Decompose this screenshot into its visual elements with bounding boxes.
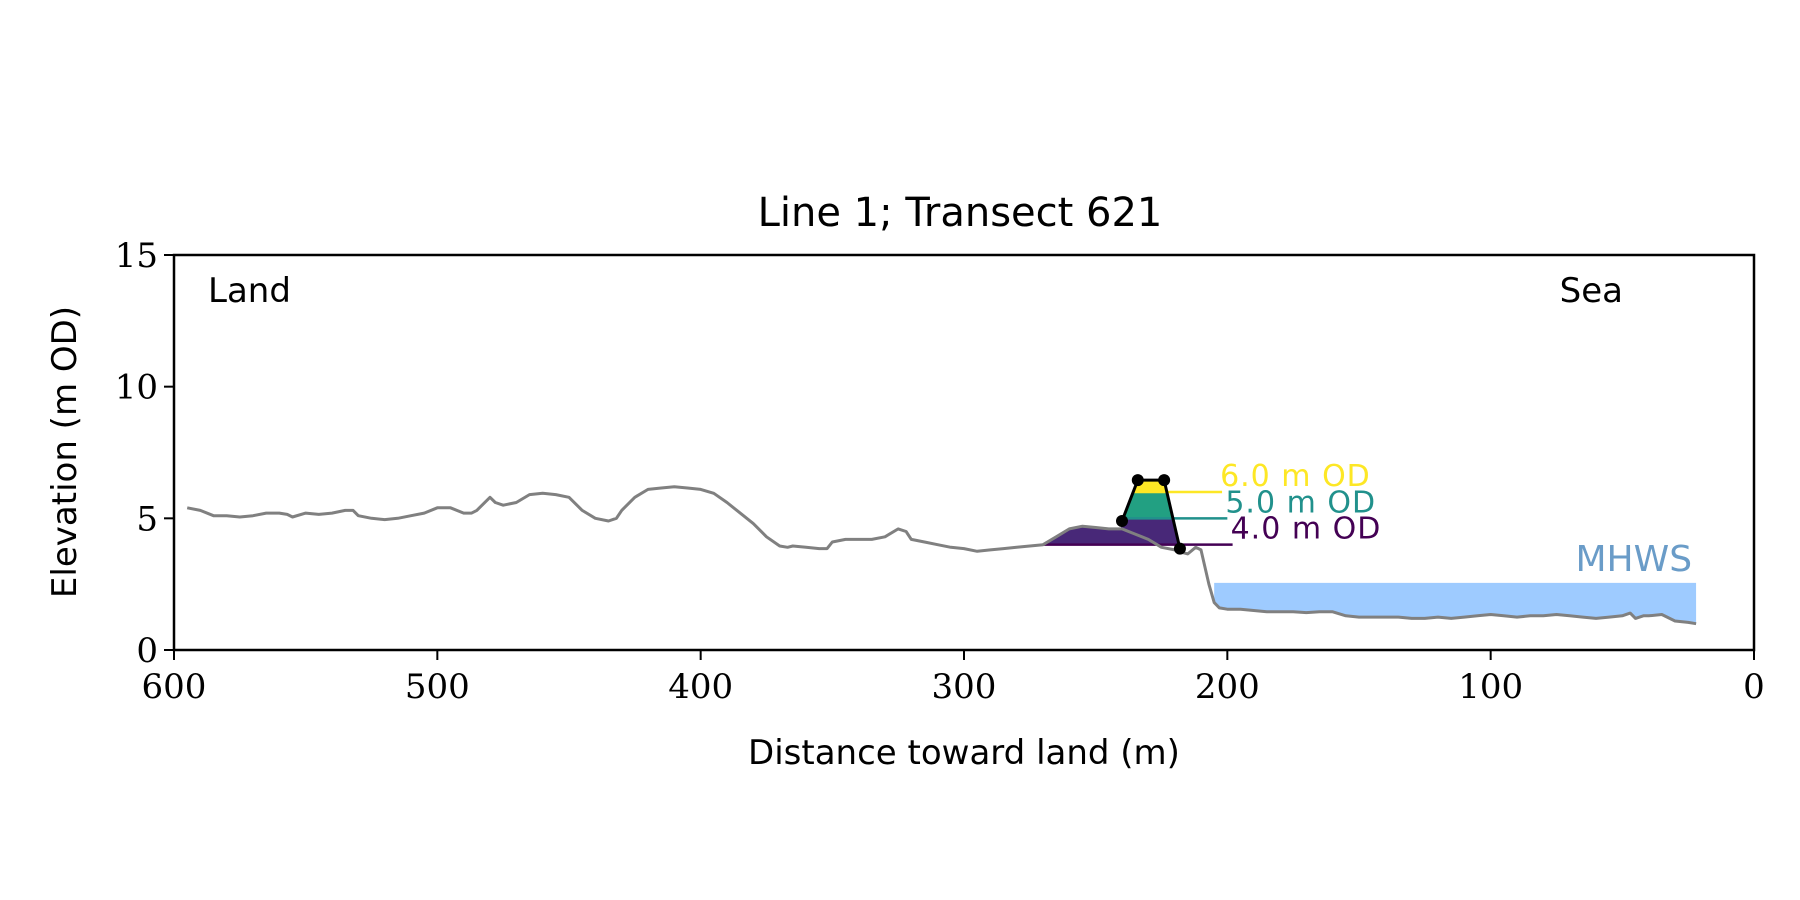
dune-point-3 xyxy=(1173,542,1186,555)
y-tick-label-0: 15 xyxy=(115,236,158,276)
x-tick-label-1: 500 xyxy=(405,667,470,707)
y-tick-label-2: 5 xyxy=(136,499,158,539)
mhws-water-fill xyxy=(1214,582,1697,624)
level-label-1: 5.0 m OD xyxy=(1225,485,1376,520)
plot-area: 4.0 m OD5.0 m OD6.0 m OD MHWS xyxy=(186,459,1697,626)
y-axis: 15 10 5 0 xyxy=(115,236,174,671)
profile-line xyxy=(186,485,1697,626)
dune-point-0 xyxy=(1116,514,1128,527)
mhws-label: MHWS xyxy=(1575,539,1692,580)
y-tick-label-3: 0 xyxy=(136,631,158,671)
dune-line xyxy=(1120,478,1182,549)
y-tick-label-1: 10 xyxy=(115,368,158,408)
x-axis-label: Distance toward land (m) xyxy=(748,733,1180,773)
y-axis-label: Elevation (m OD) xyxy=(45,306,85,598)
dune-point-2 xyxy=(1158,474,1171,487)
dune-point-1 xyxy=(1131,474,1144,487)
x-axis: 600 500 400 300 200 100 0 xyxy=(142,650,1765,707)
x-tick-label-0: 600 xyxy=(142,667,207,707)
x-tick-label-3: 300 xyxy=(932,667,997,707)
land-label: Land xyxy=(208,271,291,311)
level-label-2: 6.0 m OD xyxy=(1220,459,1371,494)
x-tick-label-2: 400 xyxy=(668,667,733,707)
x-tick-label-5: 100 xyxy=(1458,667,1523,707)
x-tick-label-4: 200 xyxy=(1195,667,1260,707)
chart-title: Line 1; Transect 621 xyxy=(758,190,1163,236)
sea-label: Sea xyxy=(1560,271,1623,311)
x-tick-label-6: 0 xyxy=(1743,667,1765,707)
level-label-0: 4.0 m OD xyxy=(1231,512,1382,547)
